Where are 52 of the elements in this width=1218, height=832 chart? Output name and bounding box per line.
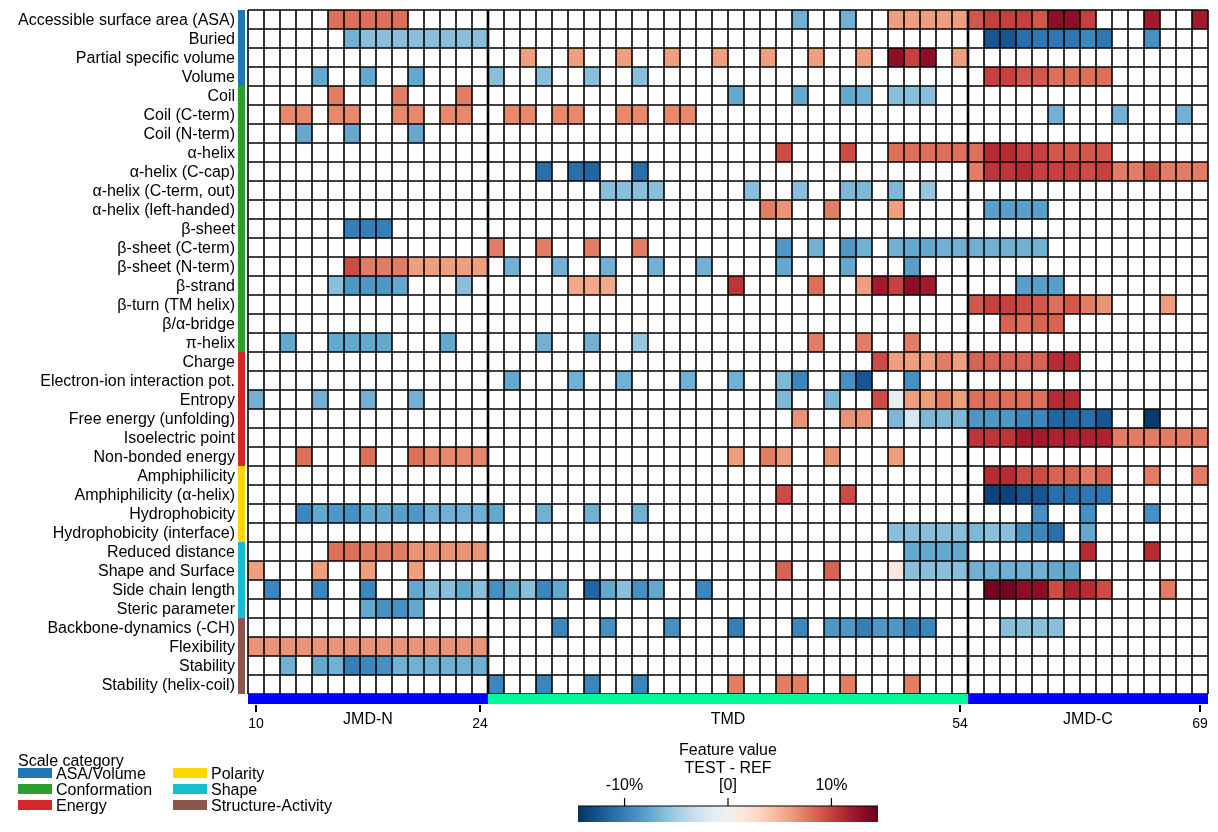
y-tick-label: Reduced distance — [106, 543, 236, 560]
y-tick-label: Isoelectric point — [123, 429, 236, 446]
y-tick-label: Coil (N-term) — [143, 125, 235, 142]
y-tick-label: Charge — [182, 353, 236, 370]
x-tick-label: 24 — [472, 715, 488, 731]
y-tick-label: β-turn (TM helix) — [117, 296, 235, 313]
y-tick-label: β-strand — [176, 277, 235, 294]
text: Polarity — [211, 764, 265, 782]
text: Energy — [56, 796, 107, 814]
x-tick-label: 54 — [952, 715, 968, 731]
y-tick-label: α-helix — [187, 144, 235, 161]
y-tick-label: Electron-ion interaction pot. — [40, 372, 235, 389]
y-tick-label: Free energy (unfolding) — [68, 410, 235, 427]
y-tick-label: Hydrophobicity (interface) — [52, 524, 235, 541]
y-tick-label: α-helix (C-cap) — [129, 163, 235, 180]
y-tick-label: α-helix (C-term, out) — [92, 182, 235, 199]
y-tick-label: Stability (helix-coil) — [101, 676, 235, 693]
text: Structure-Activity — [211, 796, 332, 814]
y-tick-label: Backbone-dynamics (-CH) — [47, 619, 235, 636]
y-tick-label: Entropy — [179, 391, 235, 408]
y-tick-label: β-sheet — [181, 220, 236, 237]
text: Shape — [211, 780, 258, 798]
x-tick-label: 69 — [1192, 715, 1208, 731]
y-tick-label: Coil — [207, 87, 235, 104]
y-tick-label: Accessible surface area (ASA) — [18, 11, 235, 28]
y-tick-label: Volume — [181, 68, 236, 85]
y-tick-label: Flexibility — [169, 638, 235, 655]
color-bar-label: [0] — [719, 776, 737, 793]
color-bar-label: 10% — [815, 776, 848, 793]
text: TMD — [710, 710, 746, 727]
color-bar-title: Feature value TEST - REF — [679, 741, 778, 776]
y-tick-label: β-sheet (N-term) — [117, 258, 235, 275]
y-tick-label: Side chain length — [112, 581, 235, 598]
y-tick-label: Steric parameter — [116, 600, 236, 617]
y-tick-label: Coil (C-term) — [143, 106, 235, 123]
y-tick-label: π-helix — [185, 334, 235, 351]
y-tick-label: Non-bonded energy — [93, 448, 235, 465]
y-tick-label: β-sheet (C-term) — [117, 239, 235, 256]
y-tick-label: Partial specific volume — [75, 49, 236, 66]
text: JMD-N — [343, 710, 393, 727]
color-bar-label: -10% — [605, 776, 644, 793]
y-tick-label: Shape and Surface — [98, 562, 236, 579]
y-tick-label: Stability — [178, 657, 235, 674]
y-tick-label: β/α-bridge — [162, 315, 236, 332]
y-tick-label: α-helix (left-handed) — [92, 201, 235, 218]
y-tick-label: Amphiphilicity — [137, 467, 235, 484]
y-tick-label: Amphiphilicity (α-helix) — [74, 486, 235, 503]
text: JMD-C — [1063, 710, 1113, 727]
y-tick-label: Buried — [188, 30, 235, 47]
x-tick-label: 10 — [248, 715, 264, 731]
y-tick-label: Hydrophobicity — [129, 505, 235, 522]
text: Conformation — [56, 780, 153, 798]
